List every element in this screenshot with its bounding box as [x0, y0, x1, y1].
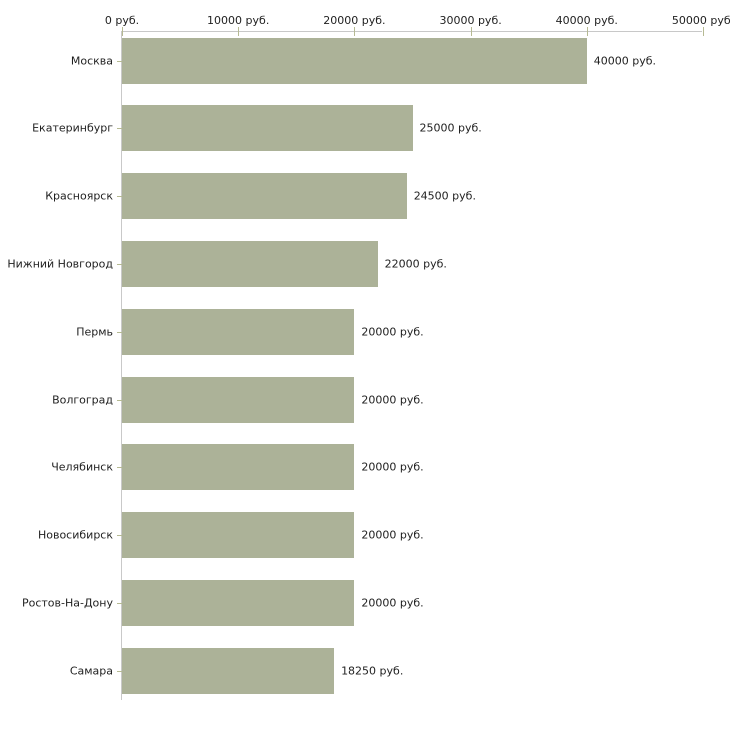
category-tick [117, 399, 122, 401]
category-tick [117, 196, 122, 198]
x-axis-tick [703, 27, 704, 36]
bar-1 [122, 37, 587, 84]
bar-row: Волгоград 20000 руб. [52, 376, 702, 423]
category-label: Волгоград [52, 393, 113, 406]
category-label: Самара [69, 664, 113, 678]
value-label: 20000 руб. [361, 325, 424, 339]
x-axis-tick [586, 27, 588, 36]
value-label: 20000 руб. [361, 528, 424, 542]
x-axis-tick-label: 40000 руб. [555, 14, 618, 27]
x-axis-tick [354, 27, 356, 36]
category-label: Екатеринбург [32, 121, 113, 135]
value-label: 40000 руб. [593, 54, 657, 68]
value-label: 18250 руб. [341, 664, 404, 678]
category-tick [117, 263, 122, 265]
category-label: Нижний Новгород [7, 257, 113, 271]
value-label: 22000 руб. [384, 257, 447, 271]
bar-7 [122, 444, 355, 491]
category-tick [117, 670, 122, 672]
bar-2 [122, 105, 413, 152]
bar-10 [122, 647, 335, 694]
bar-row: Ростов-На-Дону 20000 руб. [22, 579, 702, 626]
bar-row: Екатеринбург 25000 руб. [32, 105, 702, 152]
bar-row: Москва 40000 руб. [71, 37, 702, 84]
value-label: 20000 руб. [361, 393, 424, 406]
category-tick [117, 602, 122, 604]
bar-4 [122, 240, 378, 287]
x-axis-tick [238, 27, 240, 36]
value-label: 20000 руб. [361, 460, 424, 474]
x-axis-tick-label: 10000 руб. [207, 14, 270, 27]
category-tick [117, 60, 122, 62]
x-axis-tick [122, 27, 123, 36]
category-tick [117, 467, 122, 469]
bar-row: Красноярск 24500 руб. [45, 173, 702, 220]
bar-row: Пермь 20000 руб. [76, 308, 702, 355]
x-axis-tick-label: 20000 руб. [323, 14, 386, 27]
x-axis-tick [470, 27, 472, 36]
category-label: Москва [70, 54, 113, 68]
bar-3 [122, 173, 407, 220]
x-axis-tick-label: 50000 руб. [671, 14, 730, 27]
category-tick [117, 535, 122, 537]
bar-6 [122, 376, 355, 423]
category-label: Ростов-На-Дону [21, 596, 113, 610]
value-label: 25000 руб. [419, 121, 482, 135]
bar-5 [122, 308, 355, 355]
bar-row: Новосибирск 20000 руб. [38, 512, 702, 559]
category-tick [117, 331, 122, 333]
x-axis-tick-label: 0 руб. [104, 14, 140, 27]
bar-8 [122, 512, 355, 559]
bar-9 [122, 579, 355, 626]
bar-row: Челябинск 20000 руб. [51, 444, 702, 491]
value-label: 24500 руб. [413, 189, 476, 203]
category-label: Новосибирск [37, 528, 113, 542]
value-label: 20000 руб. [361, 596, 424, 610]
bar-row: Самара 18250 руб. [70, 647, 702, 694]
category-tick [117, 128, 122, 130]
category-label: Пермь [76, 325, 113, 339]
bar-row: Нижний Новгород 22000 руб. [7, 240, 702, 287]
x-axis-tick-label: 30000 руб. [439, 14, 502, 27]
category-label: Челябинск [51, 460, 113, 474]
category-label: Красноярск [45, 189, 113, 203]
plot-area: 0 руб. 10000 руб. 20000 руб. 30000 руб. 4000… [7, 14, 730, 700]
